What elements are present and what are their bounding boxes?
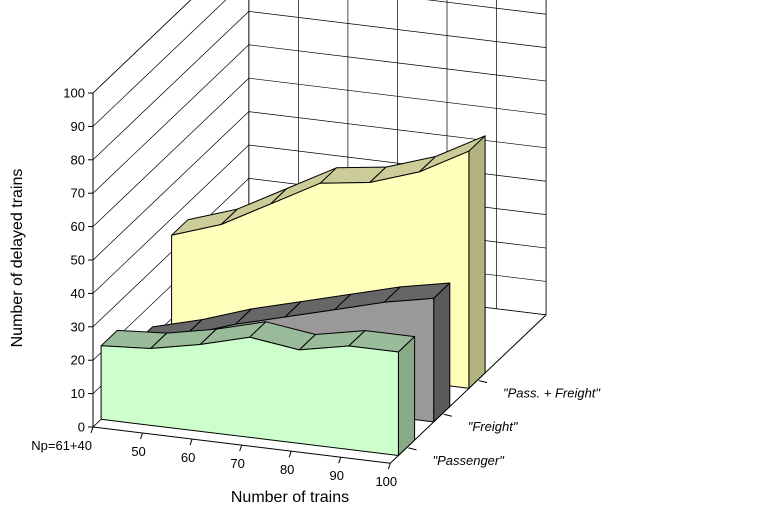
- y-tick-label: 90: [71, 119, 85, 134]
- series-tick-mark: [443, 413, 452, 417]
- y-tick-label: 30: [71, 319, 85, 334]
- x-tick-mark: [90, 426, 94, 434]
- y-tick-label: 70: [71, 186, 85, 201]
- series-end-cap: [397, 336, 416, 456]
- chart-axes: [88, 92, 547, 470]
- series-tick-mark: [478, 380, 488, 384]
- y-tick-label: 60: [71, 219, 85, 234]
- x-tick-label: 70: [230, 456, 244, 471]
- y-tick-label: 40: [71, 286, 85, 301]
- y-gridline: [92, 0, 192, 94]
- y-tick-label: 100: [63, 86, 85, 101]
- y-tick-label: 20: [71, 353, 85, 368]
- series-end-cap: [468, 135, 486, 389]
- series-label: "Pass. + Freight": [503, 386, 601, 401]
- chart-labels: 0 10 20 30 40 50 60 70 80 90 100 50 60 70 80 90 100 Np=61…: [31, 86, 601, 490]
- y-gridline: [92, 11, 547, 161]
- x-tick-label: 100: [375, 474, 397, 489]
- depth-axis-line: [389, 314, 547, 464]
- x-axis-title: Number of trains: [231, 489, 349, 506]
- x-tick-mark: [288, 451, 292, 458]
- y-tick-label: 0: [78, 420, 85, 435]
- series-tick-mark: [408, 447, 417, 451]
- y-tick-label: 80: [71, 152, 85, 167]
- series-label: "Passenger": [432, 453, 505, 468]
- x-start-label: Np=61+40: [31, 438, 92, 453]
- x-tick-mark: [387, 463, 391, 470]
- x-tick-label: 50: [131, 444, 145, 459]
- x-tick-label: 90: [330, 468, 344, 483]
- series-ribbon: [100, 321, 416, 456]
- x-tick-label: 60: [181, 450, 195, 465]
- x-tick-mark: [239, 444, 243, 452]
- series-end-cap: [433, 282, 451, 423]
- series-front-face: [100, 336, 399, 456]
- y-tick-label: 50: [71, 253, 85, 268]
- x-tick-label: 80: [280, 462, 294, 477]
- y-tick-label: 10: [71, 386, 85, 401]
- chart-series-ribbons: [100, 135, 486, 456]
- y-gridline: [92, 0, 547, 127]
- x-tick-mark: [140, 432, 144, 440]
- x-tick-mark: [189, 438, 193, 446]
- series-label: "Freight": [468, 419, 519, 434]
- y-axis-title: Number of delayed trains: [9, 169, 26, 348]
- x-tick-mark: [338, 457, 342, 464]
